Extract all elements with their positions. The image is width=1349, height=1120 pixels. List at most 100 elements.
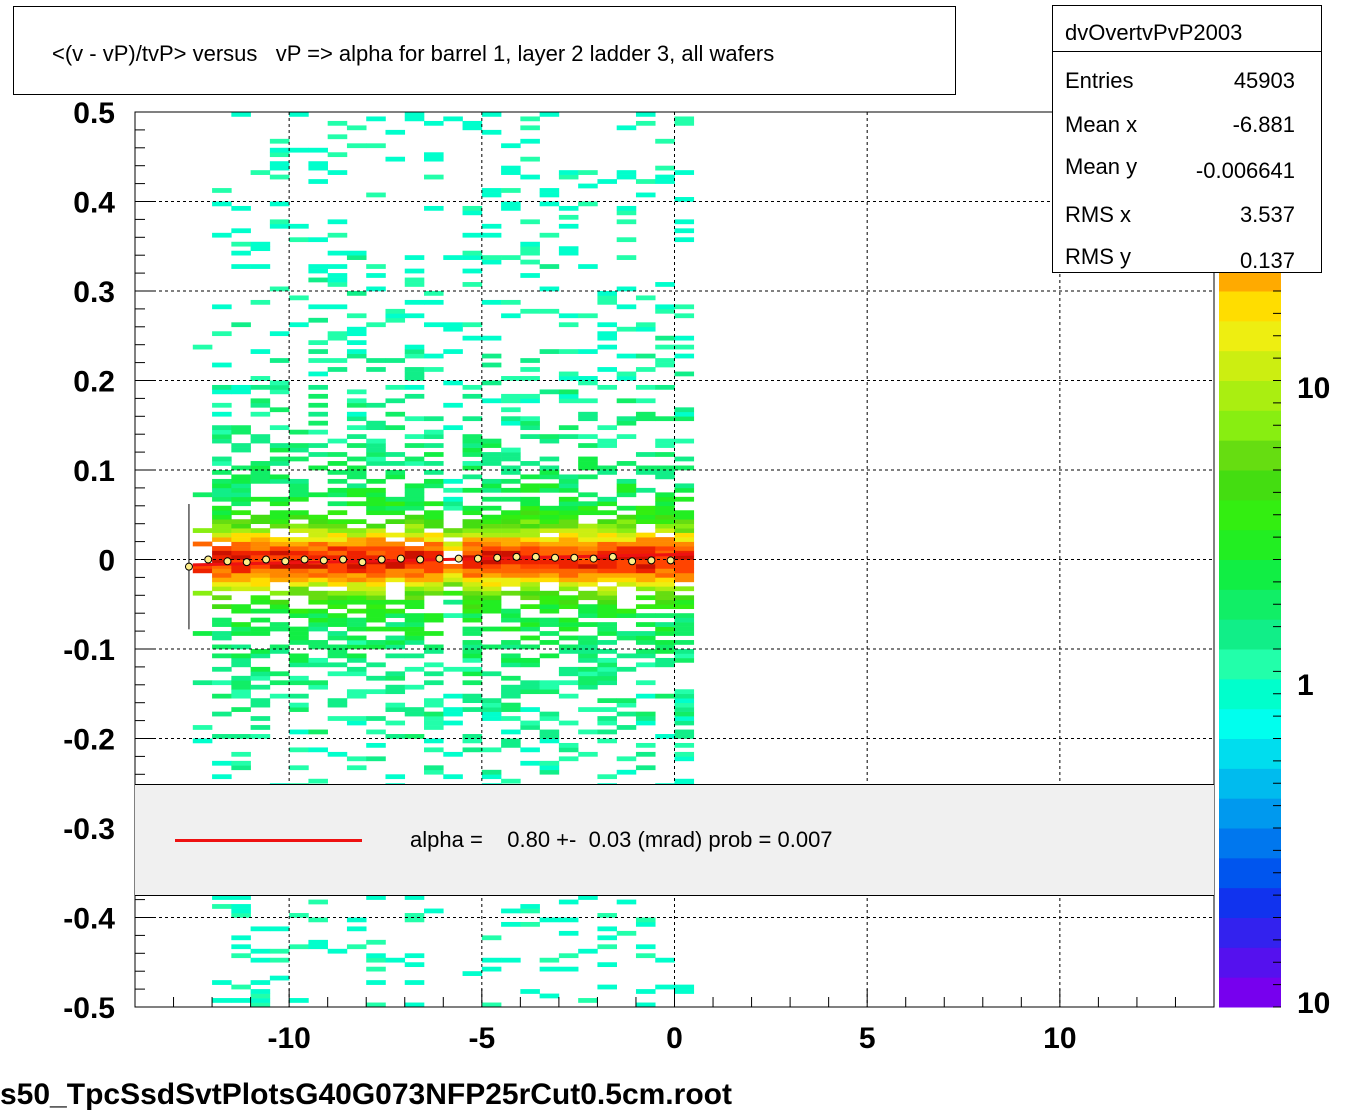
heatmap-cell <box>655 179 675 184</box>
heatmap-cell <box>443 563 463 569</box>
heatmap-cell <box>250 376 271 381</box>
heatmap-cell <box>462 268 483 274</box>
heatmap-cell <box>462 653 483 659</box>
heatmap-cell <box>520 707 540 712</box>
heatmap-cell <box>655 537 675 542</box>
heatmap-cell <box>655 138 675 144</box>
heatmap-cell <box>404 313 425 319</box>
heatmap-cell <box>212 505 232 511</box>
heatmap-cell <box>501 559 521 565</box>
heatmap-cell <box>269 514 290 520</box>
profile-point <box>647 556 656 565</box>
heatmap-cell <box>481 957 502 963</box>
heatmap-cell <box>327 452 348 457</box>
palette-swatch <box>1219 499 1281 531</box>
heatmap-cell <box>481 483 502 489</box>
heatmap-cell <box>616 568 637 574</box>
heatmap-cell <box>520 487 540 493</box>
heatmap-cell <box>635 917 656 923</box>
heatmap-cell <box>674 483 695 489</box>
heatmap-cell <box>366 487 386 493</box>
heatmap-cell <box>424 568 444 574</box>
heatmap-cell <box>366 555 386 560</box>
heatmap-cell <box>481 590 502 596</box>
heatmap-cell <box>578 751 598 757</box>
heatmap-cell <box>269 147 290 153</box>
heatmap-cell <box>231 693 251 699</box>
heatmap-cell <box>404 505 425 511</box>
heatmap-cell <box>366 586 386 592</box>
heatmap-cell <box>558 505 579 511</box>
heatmap-cell <box>674 989 695 994</box>
heatmap-cell <box>346 586 367 592</box>
heatmap-cell <box>655 626 675 632</box>
heatmap-cell <box>462 971 483 976</box>
heatmap-cell <box>366 644 386 650</box>
heatmap-cell <box>231 523 251 529</box>
heatmap-cell <box>539 519 560 524</box>
heatmap-cell <box>346 434 367 439</box>
heatmap-cell <box>404 443 425 448</box>
heatmap-cell <box>539 917 560 923</box>
heatmap-cell <box>578 456 598 462</box>
palette-swatch <box>1219 947 1281 978</box>
heatmap-cell <box>346 125 367 131</box>
heatmap-cell <box>520 358 540 363</box>
profile-point <box>204 555 213 564</box>
heatmap-cell <box>327 358 348 363</box>
heatmap-cell <box>424 671 444 677</box>
heatmap-cell <box>212 514 232 520</box>
heatmap-cell <box>462 250 483 256</box>
profile-point <box>242 558 251 567</box>
heatmap-cell <box>424 644 444 650</box>
heatmap-cell <box>212 523 232 529</box>
heatmap-cell <box>501 657 521 663</box>
heatmap-cell <box>578 183 598 189</box>
heatmap-cell <box>616 563 637 569</box>
heatmap-cell <box>269 693 290 699</box>
heatmap-cell <box>346 577 367 583</box>
heatmap-cell <box>501 716 521 721</box>
heatmap-cell <box>674 532 695 538</box>
heatmap-cell <box>539 631 560 636</box>
heatmap-cell <box>481 505 502 511</box>
heatmap-cell <box>366 523 386 529</box>
heatmap-cell <box>674 586 695 592</box>
heatmap-cell <box>558 313 579 319</box>
heatmap-cell <box>346 944 367 950</box>
heatmap-cell <box>481 599 502 605</box>
heatmap-cell <box>424 577 444 583</box>
heatmap-cell <box>481 541 502 547</box>
heatmap-cell <box>674 707 695 712</box>
heatmap-cell <box>231 680 251 686</box>
heatmap-cell <box>597 179 617 184</box>
heatmap-cell <box>269 599 290 605</box>
heatmap-cell <box>231 241 251 247</box>
heatmap-cell <box>539 112 560 117</box>
heatmap-cell <box>385 675 406 681</box>
heatmap-cell <box>578 349 598 354</box>
heatmap-cell <box>462 461 483 466</box>
heatmap-cell <box>269 523 290 529</box>
heatmap-cell <box>616 532 637 538</box>
heatmap-cell <box>539 474 560 480</box>
heatmap-cell <box>520 657 540 663</box>
heatmap-cell <box>520 501 540 507</box>
heatmap-cell <box>539 389 560 395</box>
heatmap-cell <box>212 201 232 207</box>
heatmap-cell <box>346 389 367 395</box>
heatmap-cell <box>674 734 695 739</box>
heatmap-cell <box>481 259 502 265</box>
x-tick-label: 0 <box>666 1022 683 1055</box>
heatmap-cell <box>385 519 406 524</box>
heatmap-cell <box>481 335 502 341</box>
heatmap-cell <box>366 264 386 269</box>
heatmap-cell <box>250 734 271 739</box>
heatmap-cell <box>539 541 560 547</box>
heatmap-cell <box>674 689 695 695</box>
heatmap-cell <box>231 622 251 627</box>
heatmap-cell <box>231 447 251 453</box>
heatmap-cell <box>539 192 560 198</box>
heatmap-cell <box>578 501 598 507</box>
heatmap-cell <box>289 631 309 636</box>
